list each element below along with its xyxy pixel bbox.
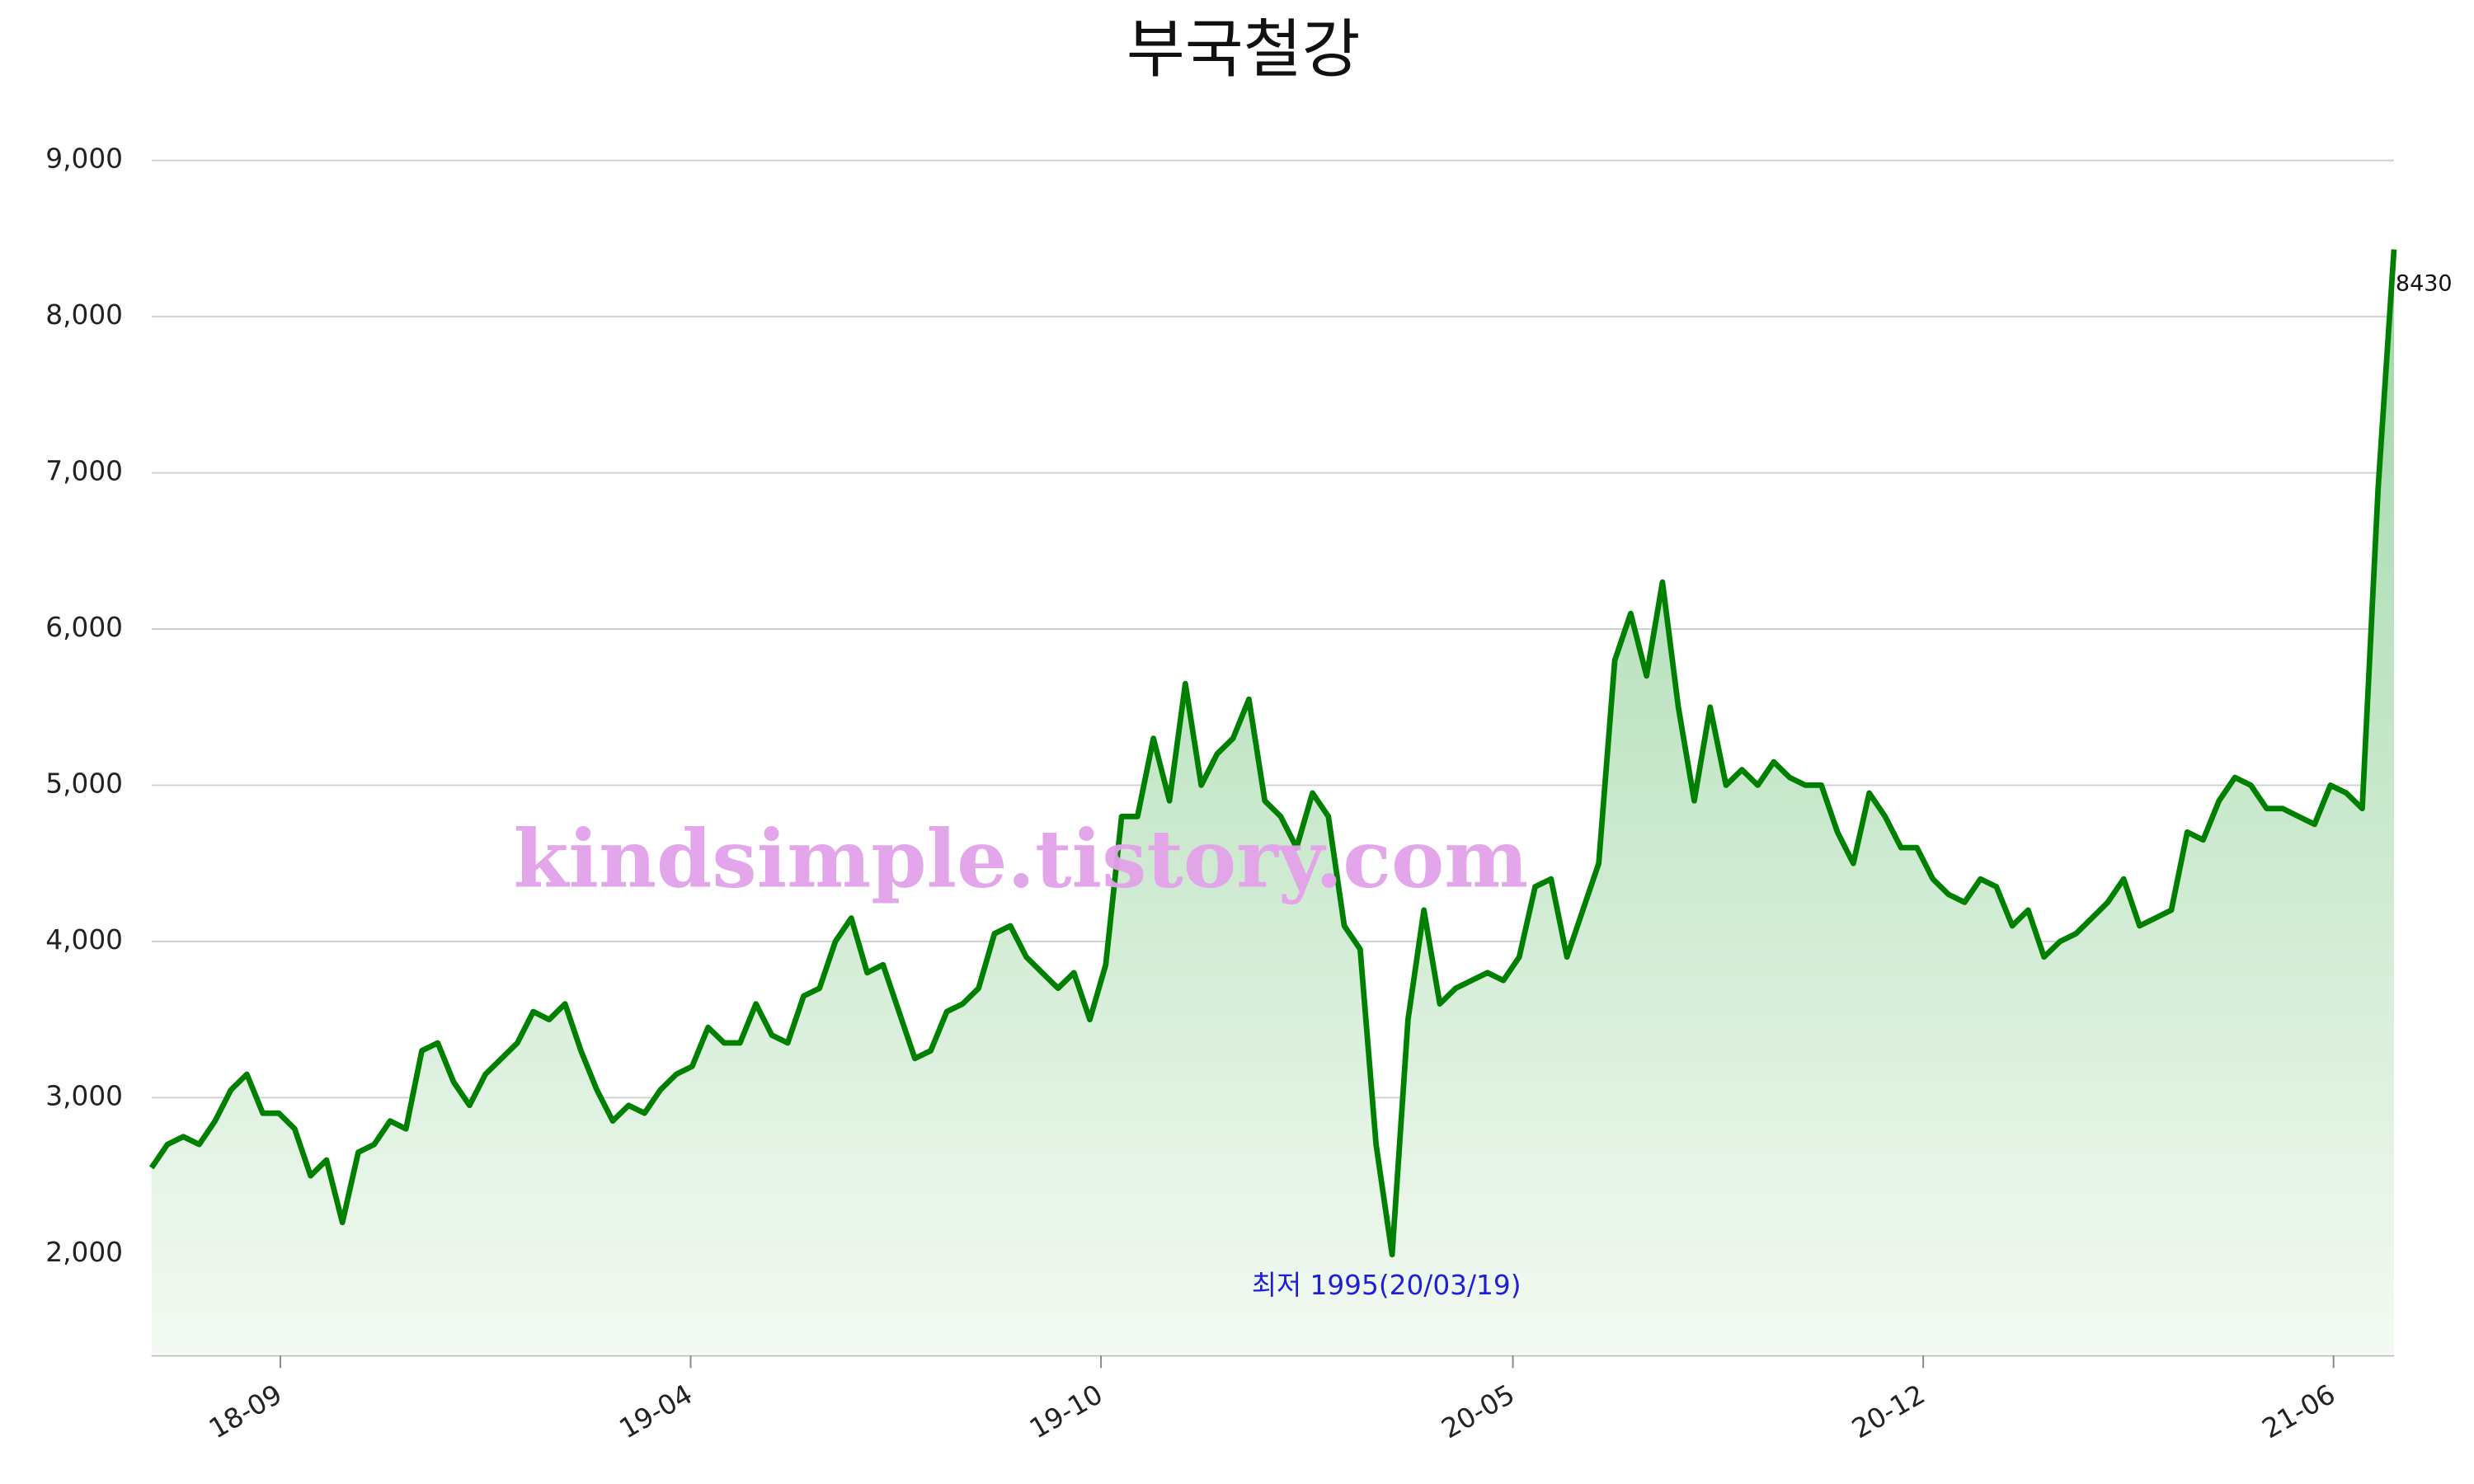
y-tick-label: 8,000 (45, 299, 123, 331)
y-tick-label: 2,000 (45, 1237, 123, 1268)
y-tick-label: 3,000 (45, 1080, 123, 1111)
x-tick-label: 19-04 (614, 1378, 698, 1444)
area-fill (151, 249, 2394, 1355)
y-tick-label: 5,000 (45, 768, 123, 799)
price-line (148, 249, 2397, 1258)
x-tick-label: 20-12 (1846, 1378, 1930, 1444)
x-tick-label: 18-09 (204, 1378, 287, 1444)
chart-title: 부국철강 (1126, 13, 1361, 87)
y-tick-label: 9,000 (45, 143, 123, 175)
y-tick-label: 7,000 (45, 456, 123, 487)
watermark: kindsimple.tistory.com (514, 813, 1529, 906)
x-tick-label: 21-06 (2257, 1378, 2340, 1444)
x-tick-label: 19-10 (1024, 1378, 1108, 1444)
last-value-label: 8430 (2396, 271, 2453, 297)
x-tick-label: 20-05 (1437, 1378, 1520, 1444)
y-tick-label: 4,000 (45, 924, 123, 956)
y-tick-label: 6,000 (45, 612, 123, 643)
min-annotation: 최저 1995(20/03/19) (1252, 1270, 1522, 1301)
